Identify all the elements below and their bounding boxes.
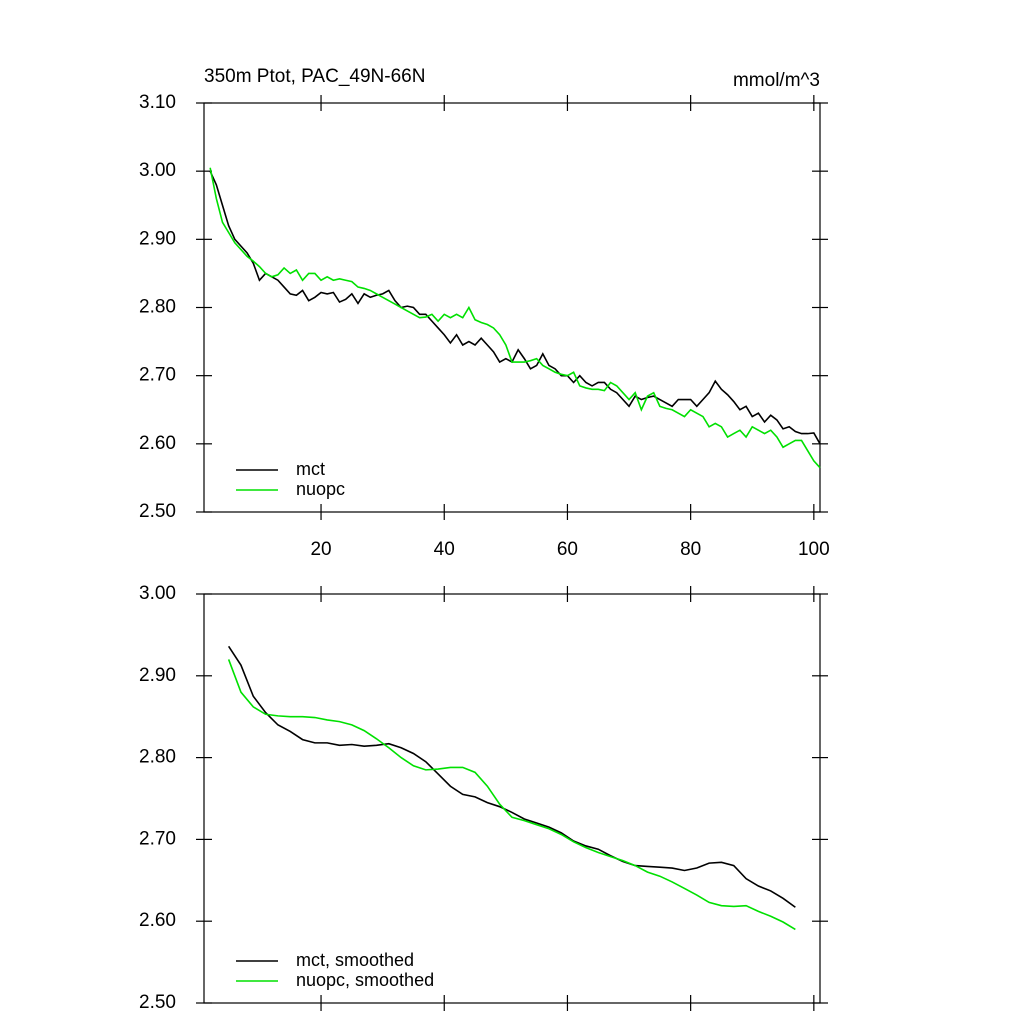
y-tick-label: 2.50 xyxy=(139,501,176,522)
x-tick-label: 60 xyxy=(557,539,578,560)
y-tick-label: 2.50 xyxy=(139,992,176,1013)
legend-label: nuopc, smoothed xyxy=(296,970,434,990)
x-tick-label: 100 xyxy=(798,539,830,560)
y-tick-label: 2.70 xyxy=(139,365,176,386)
x-tick-label: 40 xyxy=(434,539,455,560)
y-tick-label: 3.10 xyxy=(139,92,176,113)
plot-frame xyxy=(203,593,821,1004)
y-tick-label: 2.80 xyxy=(139,747,176,768)
y-tick-label: 2.70 xyxy=(139,828,176,849)
legend-label: mct, smoothed xyxy=(296,950,414,970)
data-line xyxy=(209,170,821,445)
plot-frame xyxy=(203,102,821,513)
data-line xyxy=(227,659,796,931)
data-line xyxy=(209,167,821,469)
data-line xyxy=(227,645,796,908)
y-tick-label: 2.90 xyxy=(139,228,176,249)
chart-title: 350m Ptot, PAC_49N-66N xyxy=(204,66,425,87)
legend-label: nuopc xyxy=(296,479,345,499)
y-tick-label: 2.60 xyxy=(139,910,176,931)
y-tick-label: 3.00 xyxy=(139,160,176,181)
y-tick-label: 2.80 xyxy=(139,297,176,318)
x-tick-label: 80 xyxy=(680,539,701,560)
y-tick-label: 3.00 xyxy=(139,583,176,604)
x-tick-label: 20 xyxy=(310,539,331,560)
units-label: mmol/m^3 xyxy=(733,70,820,91)
y-tick-label: 2.60 xyxy=(139,433,176,454)
y-tick-label: 2.90 xyxy=(139,665,176,686)
legend-label: mct xyxy=(296,459,325,479)
